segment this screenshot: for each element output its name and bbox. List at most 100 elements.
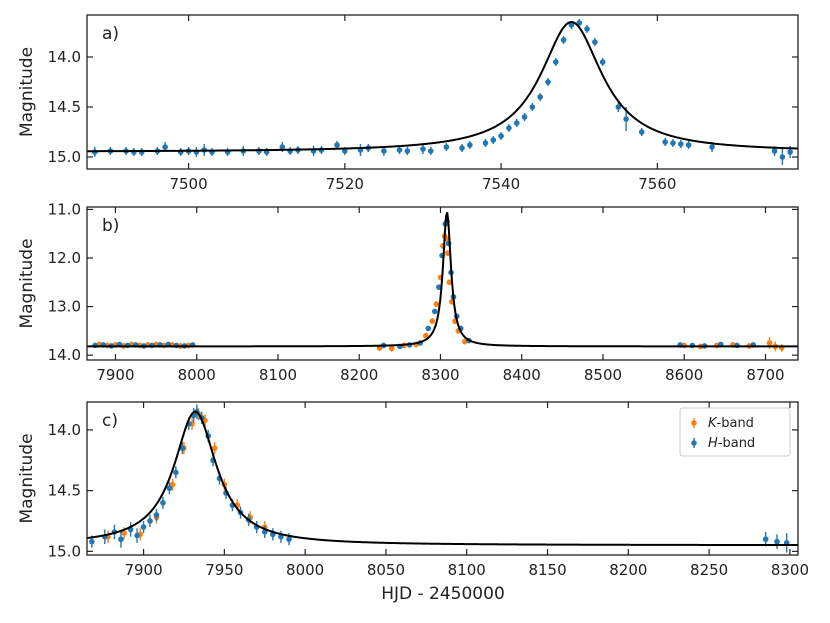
k-band-point (429, 318, 436, 324)
h-band-point (771, 148, 778, 154)
x-tick-label: 8100 (448, 561, 486, 579)
y-tick-label: 14.5 (48, 482, 81, 500)
h-band-point (709, 144, 715, 150)
x-tick-label: 7950 (205, 561, 243, 579)
h-band-point (529, 104, 536, 110)
x-tick-label: 7540 (482, 175, 520, 193)
h-band-legend-marker (691, 440, 697, 446)
h-band-point (584, 26, 590, 32)
h-band-point (552, 59, 559, 65)
h-band-point (459, 145, 465, 151)
h-band-point (685, 142, 692, 148)
x-tick-label: 7500 (169, 175, 207, 193)
h-band-point (162, 144, 168, 150)
h-band-point (334, 142, 340, 148)
h-band-point (89, 538, 95, 545)
h-band-point (662, 139, 668, 145)
h-band-point (678, 141, 684, 147)
h-band-point (623, 116, 629, 122)
k-band-legend-marker (691, 420, 697, 426)
h-band-point (425, 325, 432, 332)
h-band-point (396, 147, 403, 153)
h-band-point (420, 146, 426, 152)
x-tick-label: 8000 (178, 366, 216, 384)
h-band-point (381, 148, 387, 154)
h-band-point (153, 512, 160, 518)
x-tick-label: 8700 (746, 366, 784, 384)
h-band-point (179, 445, 186, 451)
x-tick-label: 8050 (367, 561, 405, 579)
x-tick-label: 8300 (421, 366, 459, 384)
h-band-point (436, 284, 442, 290)
h-band-point (166, 485, 173, 492)
h-band-point (513, 120, 520, 126)
h-band-point (490, 137, 497, 143)
legend-box (679, 407, 791, 457)
x-tick-label: 7900 (124, 561, 162, 579)
y-tick-label: 14.0 (48, 421, 81, 439)
panel-label: c) (102, 411, 118, 431)
h-band-point (774, 538, 780, 545)
y-tick-label: 15.0 (48, 542, 81, 560)
h-band-point (615, 104, 622, 110)
h-band-point (787, 149, 793, 155)
y-tick-label: 12.0 (48, 249, 81, 267)
h-band-point (592, 39, 598, 45)
x-tick-label: 8200 (609, 561, 647, 579)
k-band-point (121, 530, 127, 536)
h-band-point (427, 148, 434, 154)
h-band-point (482, 140, 489, 146)
x-tick-label: 8400 (503, 366, 541, 384)
data-points (92, 218, 785, 352)
x-tick-label: 8000 (286, 561, 324, 579)
k-band-legend-label: K-band (708, 416, 754, 431)
k-band-point (766, 340, 773, 346)
plot-frame (86, 14, 799, 170)
h-band-point (286, 536, 292, 543)
h-band-point (506, 125, 512, 131)
y-axis-label: Magnitude (17, 238, 37, 328)
h-band-point (521, 114, 528, 120)
k-band-point (169, 481, 176, 488)
h-band-legend-label: H-band (708, 436, 755, 451)
h-band-point (431, 308, 438, 315)
h-band-point (404, 148, 411, 154)
panel-b: 7900 8000 8100 8200 8300 8400 8500 8600 8700 11.0… (17, 200, 799, 384)
k-band-point (446, 279, 453, 286)
y-tick-label: 11.0 (48, 200, 81, 218)
k-band-point (433, 301, 440, 307)
x-tick-label: 8200 (340, 366, 378, 384)
h-band-point (134, 532, 140, 539)
x-tick-label: 7900 (96, 366, 134, 384)
h-band-point (147, 518, 153, 524)
y-tick-label: 15.0 (48, 148, 81, 166)
model-curve (87, 21, 798, 153)
model-curve (87, 410, 798, 547)
data-points (92, 19, 793, 165)
h-band-point (118, 536, 124, 543)
h-band-point (140, 524, 147, 530)
h-band-point (173, 469, 179, 476)
h-band-point (599, 59, 606, 65)
h-band-point (342, 148, 348, 154)
y-axis-label: Magnitude (17, 47, 37, 137)
panel-label: b) (102, 216, 119, 236)
x-axis-label: HJD - 2450000 (381, 584, 505, 604)
h-band-point (638, 129, 645, 135)
h-band-point (568, 22, 575, 28)
h-band-point (498, 133, 504, 139)
x-tick-label: 8150 (528, 561, 566, 579)
plot-frame (86, 206, 799, 361)
legend: K-band H-band (679, 407, 791, 457)
k-band-point (388, 345, 395, 352)
panel-a: 7500 7520 7540 7560 14.0 14.5 15.0 a) Magnitude (17, 14, 799, 193)
h-band-point (779, 154, 786, 160)
panel-label: a) (102, 24, 119, 44)
h-band-point (670, 140, 676, 146)
x-tick-label: 8100 (259, 366, 297, 384)
x-tick-label: 8600 (665, 366, 703, 384)
model-curve (87, 211, 798, 348)
y-axis-label: Magnitude (17, 433, 37, 523)
x-tick-label: 8250 (690, 561, 728, 579)
